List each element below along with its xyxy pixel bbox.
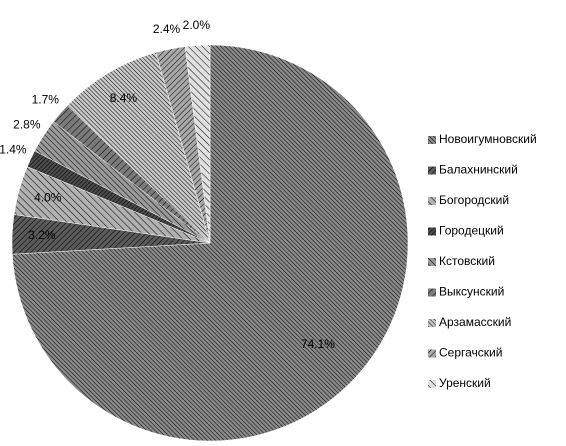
legend-label: Балахнинский bbox=[439, 163, 518, 177]
data-label: 3.2% bbox=[28, 228, 56, 242]
legend-swatch bbox=[428, 349, 436, 358]
data-label: 2.4% bbox=[153, 22, 181, 36]
data-label: 2.0% bbox=[183, 18, 211, 32]
legend-swatch bbox=[428, 380, 436, 388]
legend-label: Новоигумновский bbox=[439, 132, 537, 146]
data-label: 1.4% bbox=[0, 142, 27, 156]
legend-swatch bbox=[428, 288, 436, 297]
data-label: 1.7% bbox=[32, 93, 60, 107]
legend-swatch bbox=[428, 197, 436, 205]
data-label: 8.4% bbox=[110, 91, 138, 105]
data-label: 4.0% bbox=[34, 190, 62, 204]
data-label: 74.1% bbox=[301, 337, 335, 351]
legend-label: Кстовский bbox=[439, 254, 495, 268]
legend-swatch bbox=[428, 136, 436, 144]
legend-swatch bbox=[428, 258, 436, 266]
legend-label: Арзамасский bbox=[439, 315, 511, 329]
data-label: 2.8% bbox=[13, 117, 41, 131]
legend-label: Уренский bbox=[439, 376, 491, 390]
legend-label: Сергачский bbox=[439, 346, 502, 360]
legend-label: Богородский bbox=[439, 193, 509, 207]
legend-swatch bbox=[428, 227, 436, 236]
legend-swatch bbox=[428, 319, 436, 327]
pie-slice bbox=[184, 44, 211, 244]
legend-label: Городецкий bbox=[439, 224, 504, 238]
legend-label: Выксунский bbox=[439, 285, 504, 299]
pie-slice bbox=[67, 52, 211, 244]
legend-swatch bbox=[428, 166, 436, 175]
